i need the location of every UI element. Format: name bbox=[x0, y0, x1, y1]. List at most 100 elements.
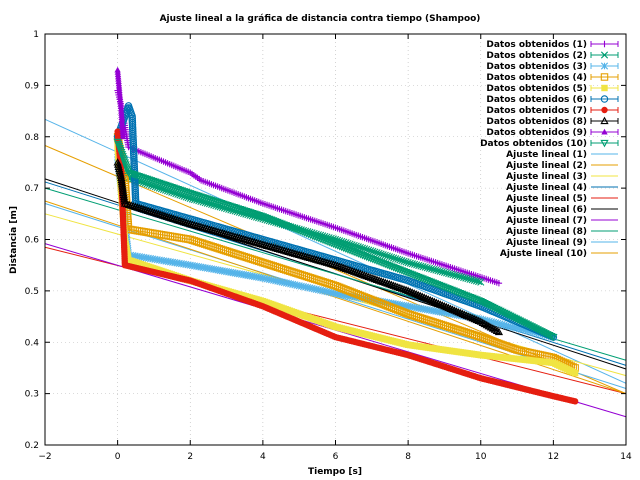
data-point bbox=[362, 271, 371, 280]
data-point bbox=[456, 308, 465, 317]
legend-label: Datos obtenidos (4) bbox=[486, 73, 587, 83]
data-point bbox=[472, 315, 481, 324]
legend-marker bbox=[600, 139, 609, 148]
data-point bbox=[148, 207, 157, 216]
data-point bbox=[391, 282, 400, 290]
data-point bbox=[410, 260, 419, 268]
legend-label: Datos obtenidos (2) bbox=[486, 51, 587, 61]
data-point bbox=[216, 228, 225, 236]
series-1 bbox=[114, 87, 503, 287]
data-point bbox=[177, 217, 186, 225]
data-point bbox=[152, 209, 161, 217]
data-point bbox=[410, 289, 419, 297]
x-tick-label: −2 bbox=[38, 452, 51, 462]
data-point bbox=[160, 211, 170, 220]
data-point bbox=[383, 279, 392, 287]
legend-marker bbox=[601, 128, 608, 135]
data-point bbox=[428, 296, 437, 305]
data-point bbox=[438, 268, 446, 276]
data-point bbox=[237, 234, 246, 242]
x-tick-label: 10 bbox=[475, 452, 487, 462]
data-point bbox=[387, 253, 396, 261]
data-point bbox=[400, 257, 408, 265]
data-point bbox=[460, 273, 468, 282]
data-point bbox=[472, 277, 481, 285]
data-point bbox=[303, 252, 312, 261]
data-point bbox=[430, 265, 438, 274]
data-point bbox=[408, 288, 417, 296]
chart-title: Ajuste lineal a la gráfica de distancia … bbox=[160, 14, 481, 24]
data-point bbox=[305, 253, 315, 262]
data-point bbox=[345, 265, 355, 274]
data-point bbox=[445, 269, 453, 278]
y-tick-label: 1 bbox=[33, 30, 39, 40]
data-point bbox=[327, 259, 336, 268]
data-point bbox=[252, 238, 261, 246]
data-point bbox=[455, 272, 463, 280]
legend-label: Datos obtenidos (5) bbox=[486, 84, 587, 94]
data-point bbox=[230, 232, 240, 240]
data-point bbox=[119, 133, 127, 140]
data-point bbox=[188, 220, 197, 228]
data-point bbox=[258, 240, 268, 248]
data-point bbox=[324, 259, 334, 267]
legend-marker bbox=[600, 116, 609, 125]
data-point bbox=[335, 262, 344, 270]
data-point bbox=[173, 215, 182, 224]
data-point bbox=[339, 263, 348, 272]
data-point bbox=[260, 240, 270, 249]
data-point bbox=[286, 248, 295, 256]
data-point bbox=[428, 265, 436, 273]
data-point bbox=[265, 242, 274, 250]
data-point bbox=[273, 244, 282, 252]
data-point bbox=[387, 280, 396, 289]
legend-label: Datos obtenidos (1) bbox=[486, 40, 587, 50]
data-point bbox=[198, 223, 208, 231]
legend-marker bbox=[600, 95, 609, 103]
data-point bbox=[129, 201, 138, 210]
data-point bbox=[432, 266, 440, 274]
data-point bbox=[430, 297, 439, 306]
data-point bbox=[464, 275, 472, 283]
data-point bbox=[226, 231, 235, 239]
x-tick-label: 0 bbox=[115, 452, 121, 462]
fit-line bbox=[44, 118, 627, 384]
data-point bbox=[402, 258, 410, 266]
data-point bbox=[131, 202, 140, 210]
legend-label: Ajuste lineal (6) bbox=[506, 205, 587, 215]
data-point bbox=[245, 236, 255, 245]
data-point bbox=[398, 257, 406, 265]
data-point bbox=[201, 223, 210, 232]
data-point bbox=[211, 227, 221, 235]
data-point bbox=[462, 311, 471, 319]
y-tick-label: 0.4 bbox=[25, 338, 40, 348]
data-point bbox=[464, 312, 473, 320]
data-point bbox=[474, 316, 483, 324]
data-point bbox=[322, 258, 332, 266]
data-point bbox=[363, 245, 371, 253]
legend: Datos obtenidos (1)Datos obtenidos (2) Da… bbox=[480, 40, 619, 259]
data-point bbox=[341, 264, 351, 272]
data-point bbox=[184, 219, 193, 227]
data-point bbox=[417, 262, 425, 270]
data-point bbox=[307, 254, 317, 262]
data-point bbox=[385, 279, 394, 288]
data-point bbox=[295, 250, 304, 259]
series-8 bbox=[113, 158, 504, 336]
data-point bbox=[450, 306, 459, 314]
legend-label: Datos obtenidos (7) bbox=[486, 106, 587, 116]
data-point bbox=[377, 277, 386, 285]
data-point bbox=[571, 369, 579, 377]
data-point bbox=[358, 270, 367, 278]
data-series bbox=[113, 66, 579, 405]
data-point bbox=[549, 334, 558, 342]
series-9 bbox=[114, 66, 127, 140]
legend-label: Ajuste lineal (10) bbox=[500, 249, 587, 259]
data-point bbox=[135, 203, 144, 212]
data-point bbox=[280, 246, 289, 254]
data-point bbox=[379, 277, 388, 286]
data-point bbox=[365, 246, 373, 254]
data-point bbox=[284, 247, 293, 255]
data-point bbox=[425, 264, 434, 272]
data-point bbox=[233, 233, 242, 241]
